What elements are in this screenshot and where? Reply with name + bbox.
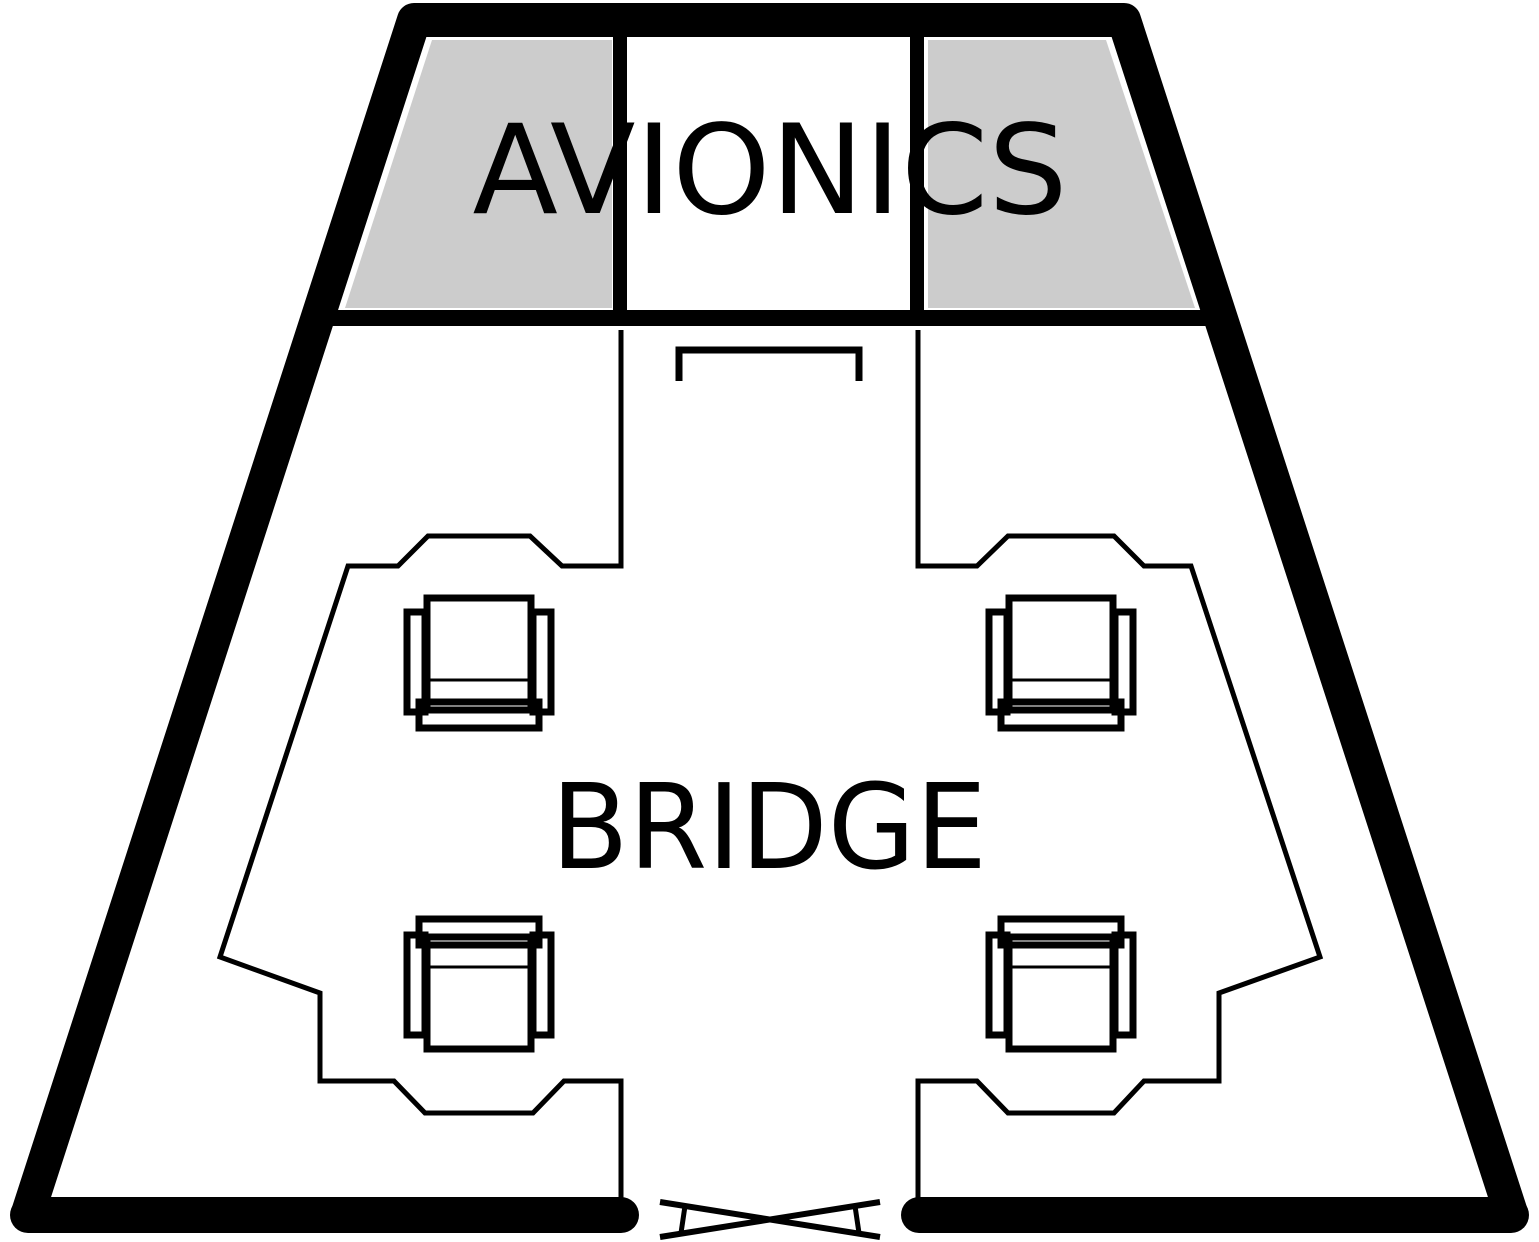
chair-front-left [407, 598, 551, 728]
avionics-left-bay [345, 40, 612, 308]
bridge-label: BRIDGE [551, 758, 987, 896]
hull-outer-wall [11, 3, 1528, 1230]
bridge-inner-outline [216, 330, 1324, 1210]
avionics-label: AVIONICS [473, 99, 1068, 243]
chair-rear-right [989, 919, 1133, 1049]
avionics-right-bay [928, 40, 1195, 308]
bridge-entrance-door[interactable] [659, 1199, 881, 1240]
chair-front-right [989, 598, 1133, 728]
chair-rear-left [407, 919, 551, 1049]
avionics-access-hatch [675, 346, 863, 381]
